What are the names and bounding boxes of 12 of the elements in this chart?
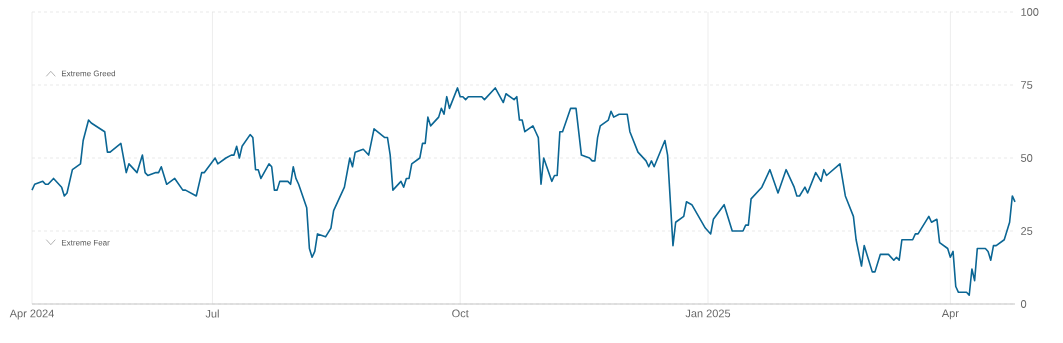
y-tick-label: 0 <box>1020 300 1027 308</box>
x-tick-label: Jan 2025 <box>685 309 731 318</box>
annotation: Extreme Fear <box>61 239 110 246</box>
x-tick-label: Jul <box>205 309 219 318</box>
y-tick-label: 50 <box>1020 154 1033 162</box>
x-tick-label: Apr <box>941 309 959 320</box>
y-tick-label: 100 <box>1021 8 1039 16</box>
y-tick-label: 75 <box>1021 81 1033 89</box>
x-tick-label: Oct <box>452 309 469 318</box>
annotation: Extreme Greed <box>61 70 116 77</box>
y-tick-label: 25 <box>1021 227 1033 235</box>
x-tick-label: Apr 2024 <box>9 309 54 320</box>
